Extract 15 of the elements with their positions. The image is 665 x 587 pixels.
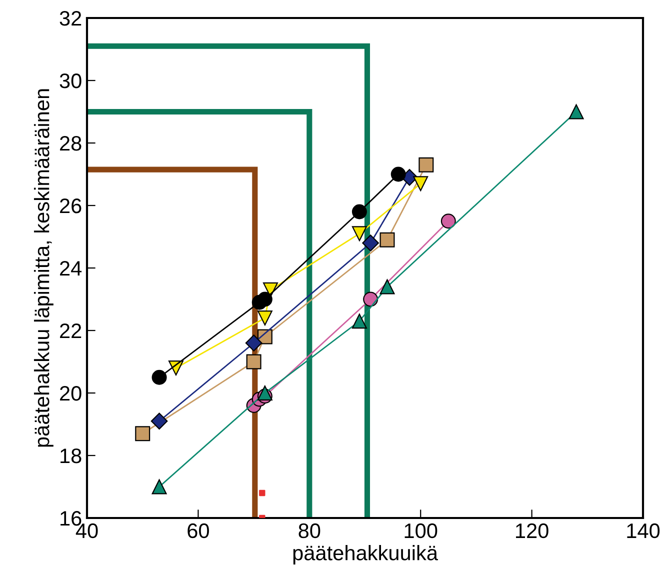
y-tick-label: 32: [60, 11, 82, 26]
x-tick-label: 60: [188, 523, 209, 538]
y-tick-label: 28: [60, 136, 82, 151]
x-tick-label: 100: [404, 523, 438, 538]
y-tick-label: 20: [60, 386, 82, 401]
x-tick-label: 120: [516, 523, 548, 538]
x-axis-title: päätehakkuuikä: [293, 545, 438, 564]
y-tick-label: 30: [60, 74, 82, 88]
x-tick-label: 140: [627, 523, 660, 538]
y-tick-label: 26: [60, 198, 82, 214]
y-tick-label: 22: [60, 324, 82, 338]
y-tick-label: 18: [60, 448, 82, 464]
y-tick-label: 24: [60, 261, 82, 276]
y-axis-title: päätehakkuu läpimitta, keskimääräinen: [34, 89, 54, 447]
x-tick-label: 80: [298, 523, 320, 538]
